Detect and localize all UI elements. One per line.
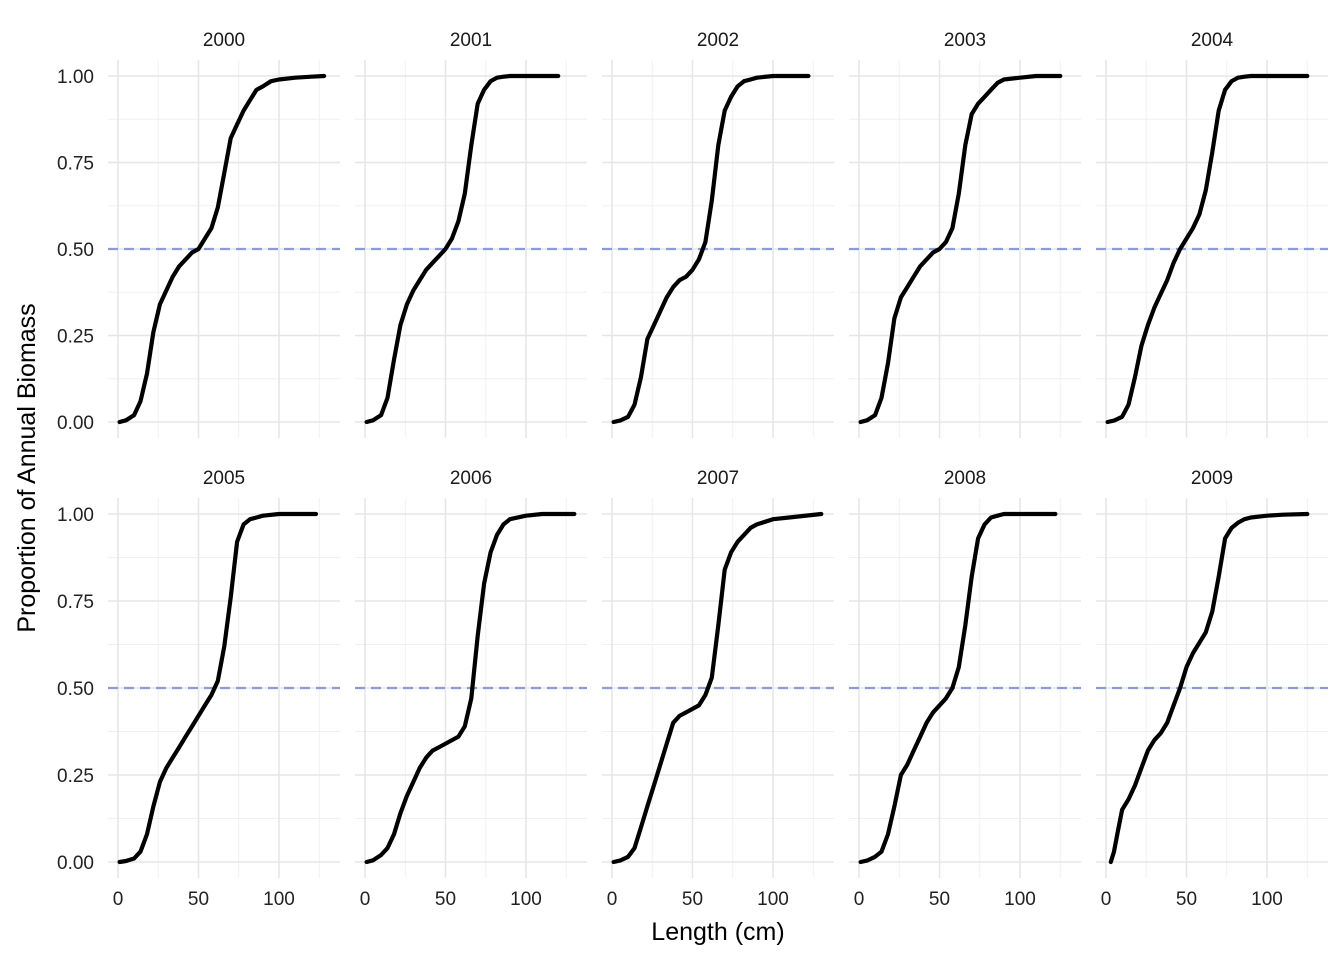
x-tick-label: 100 <box>757 889 789 910</box>
x-tick-label: 100 <box>263 889 295 910</box>
series-line-2001 <box>364 73 561 425</box>
y-tick-label: 1.00 <box>57 67 94 88</box>
facet-label-2005: 2005 <box>203 468 245 489</box>
facet-label-2007: 2007 <box>697 468 739 489</box>
facet-panel-2005: 2005 <box>108 468 340 878</box>
series-line-2006 <box>364 511 577 865</box>
facet-panel-2009: 2009 <box>1096 468 1328 878</box>
series-line-2009 <box>1108 511 1310 865</box>
x-tick-label: 0 <box>113 889 124 910</box>
x-tick-label: 50 <box>435 889 456 910</box>
series-line-2003 <box>858 73 1063 425</box>
facet-panel-2003: 2003 <box>849 30 1081 438</box>
facet-panel-2007: 2007 <box>602 468 834 878</box>
facet-label-2000: 2000 <box>203 30 245 51</box>
facet-label-2008: 2008 <box>944 468 986 489</box>
y-axis-title: Proportion of Annual Biomass <box>13 303 41 632</box>
x-tick-label: 0 <box>1101 889 1112 910</box>
x-tick-label: 50 <box>682 889 703 910</box>
facet-panel-2008: 2008 <box>849 468 1081 878</box>
y-tick-label: 0.75 <box>57 154 94 175</box>
x-tick-label: 100 <box>1251 889 1283 910</box>
facet-label-2006: 2006 <box>450 468 492 489</box>
x-tick-label: 0 <box>854 889 865 910</box>
series-line-2007 <box>611 511 824 865</box>
x-axis-ticks: 0 50 100 0 50 100 0 50 100 0 50 100 0 50 100 <box>113 889 1283 910</box>
y-tick-label: 0.00 <box>57 413 94 434</box>
x-tick-label: 50 <box>1176 889 1197 910</box>
series-line-2008 <box>858 511 1058 865</box>
x-axis-title: Length (cm) <box>651 918 784 946</box>
series-line-2000 <box>117 73 327 425</box>
series-line-2004 <box>1105 73 1310 425</box>
y-tick-label: 0.50 <box>57 679 94 700</box>
facet-label-2003: 2003 <box>944 30 986 51</box>
y-tick-label: 0.25 <box>57 766 94 787</box>
y-tick-label: 0.50 <box>57 240 94 261</box>
facet-panel-2002: 2002 <box>602 30 834 438</box>
facet-panel-2000: 2000 <box>108 30 340 438</box>
y-tick-label: 0.25 <box>57 327 94 348</box>
y-tick-label: 0.00 <box>57 853 94 874</box>
x-tick-label: 0 <box>360 889 371 910</box>
facet-panel-2006: 2006 <box>355 468 587 878</box>
x-tick-label: 0 <box>607 889 618 910</box>
facet-panel-2004: 2004 <box>1096 30 1328 438</box>
facet-panel-2001: 2001 <box>355 30 587 438</box>
facet-label-2001: 2001 <box>450 30 492 51</box>
x-tick-label: 100 <box>510 889 542 910</box>
series-line-2005 <box>117 511 319 865</box>
y-tick-label: 0.75 <box>57 592 94 613</box>
facet-label-2009: 2009 <box>1191 468 1233 489</box>
facet-panels: 2000 2001 2002 2003 2004 2005 2006 2007 2008 2009 <box>108 30 1328 878</box>
y-tick-label: 1.00 <box>57 505 94 526</box>
y-axis-ticks: 0.00 0.25 0.50 0.75 1.00 0.00 0.25 0.50 0.75 1.00 <box>57 67 94 874</box>
x-tick-label: 50 <box>929 889 950 910</box>
facet-label-2002: 2002 <box>697 30 739 51</box>
x-tick-label: 100 <box>1004 889 1036 910</box>
facet-label-2004: 2004 <box>1191 30 1234 51</box>
x-tick-label: 50 <box>188 889 209 910</box>
series-line-2002 <box>611 73 811 425</box>
